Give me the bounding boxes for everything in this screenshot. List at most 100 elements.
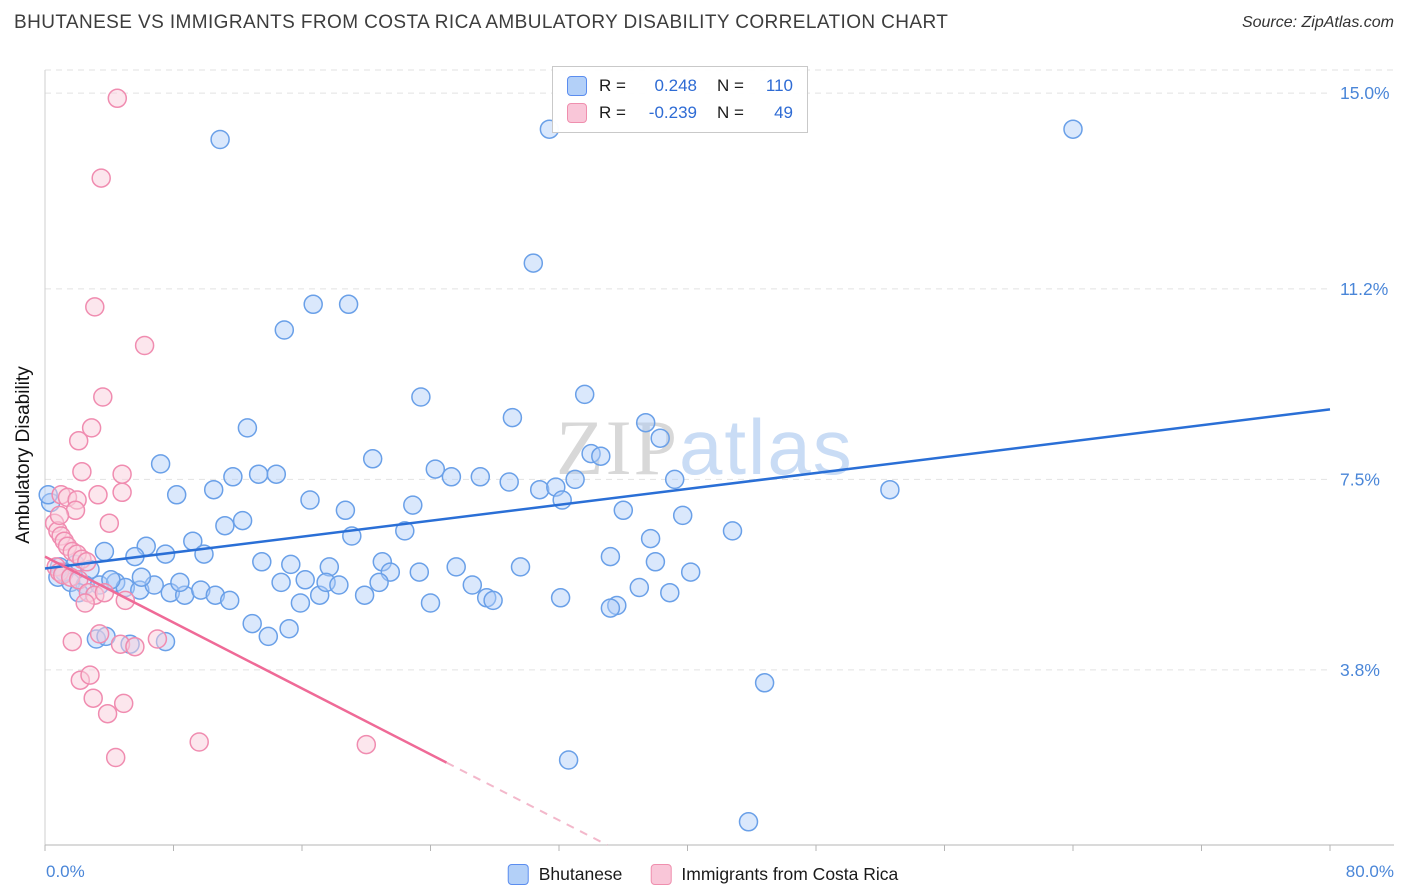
- bhutanese-point[interactable]: [94, 541, 115, 562]
- immigrants-from-costa-rica-point[interactable]: [80, 665, 100, 685]
- immigrants-from-costa-rica-point[interactable]: [62, 631, 83, 652]
- bhutanese-point[interactable]: [558, 750, 579, 770]
- bhutanese-point[interactable]: [295, 570, 315, 590]
- bhutanese-point[interactable]: [395, 521, 415, 541]
- bhutanese-point[interactable]: [672, 505, 693, 526]
- immigrants-from-costa-rica-point[interactable]: [134, 335, 155, 356]
- bhutanese-point[interactable]: [203, 479, 224, 500]
- bhutanese-point[interactable]: [362, 449, 383, 469]
- bhutanese-point[interactable]: [574, 384, 595, 405]
- bhutanese-point[interactable]: [880, 479, 900, 500]
- bhutanese-point[interactable]: [441, 467, 462, 487]
- bhutanese-point[interactable]: [754, 673, 775, 693]
- bhutanese-point[interactable]: [722, 521, 743, 541]
- bhutanese-point[interactable]: [319, 557, 340, 577]
- bhutanese-point[interactable]: [640, 528, 661, 549]
- bhutanese-point[interactable]: [266, 464, 287, 484]
- bhutanese-point[interactable]: [252, 552, 272, 572]
- immigrants-from-costa-rica-point[interactable]: [107, 88, 128, 109]
- bhutanese-point[interactable]: [680, 562, 701, 582]
- bhutanese-point[interactable]: [629, 577, 650, 598]
- bhutanese-point[interactable]: [248, 464, 269, 484]
- bhutanese-point[interactable]: [600, 546, 621, 567]
- bhutanese-point[interactable]: [529, 479, 550, 500]
- bhutanese-point[interactable]: [232, 510, 253, 531]
- bhutanese-point[interactable]: [338, 294, 359, 315]
- bhutanese-point[interactable]: [613, 500, 634, 521]
- immigrants-from-costa-rica-point[interactable]: [65, 500, 86, 521]
- bhutanese-point[interactable]: [329, 575, 349, 595]
- bhutanese-point[interactable]: [600, 598, 621, 618]
- bhutanese-point[interactable]: [650, 428, 670, 448]
- bhutanese-point[interactable]: [258, 626, 279, 647]
- bhutanese-point[interactable]: [150, 454, 171, 474]
- bhutanese-point[interactable]: [483, 590, 503, 611]
- bhutanese-point[interactable]: [290, 593, 311, 613]
- bhutanese-point[interactable]: [170, 572, 190, 593]
- bhutanese-point[interactable]: [591, 446, 611, 466]
- bhutanese-point[interactable]: [303, 294, 323, 315]
- immigrants-from-costa-rica-point[interactable]: [68, 431, 89, 451]
- immigrants-from-costa-rica-point[interactable]: [356, 734, 377, 755]
- immigrants-from-costa-rica-point[interactable]: [91, 168, 111, 188]
- bhutanese-point[interactable]: [462, 575, 483, 595]
- immigrants-from-costa-rica-point[interactable]: [81, 418, 102, 438]
- bhutanese-point[interactable]: [205, 585, 226, 605]
- immigrants-from-costa-rica-point[interactable]: [83, 688, 103, 708]
- bhutanese-point[interactable]: [470, 467, 491, 487]
- bhutanese-point[interactable]: [411, 387, 431, 407]
- bhutanese-point[interactable]: [1063, 119, 1083, 139]
- bhutanese-point[interactable]: [354, 585, 375, 605]
- immigrants-from-costa-rica-point[interactable]: [75, 593, 95, 613]
- bhutanese-point[interactable]: [335, 500, 356, 521]
- immigrants-from-costa-rica-point[interactable]: [49, 505, 70, 526]
- bhutanese-point[interactable]: [279, 618, 299, 639]
- bhutanese-point[interactable]: [738, 812, 759, 832]
- bhutanese-point[interactable]: [281, 554, 301, 575]
- immigrants-from-costa-rica-point[interactable]: [93, 387, 113, 407]
- immigrants-from-costa-rica-point[interactable]: [113, 693, 134, 714]
- bhutanese-point[interactable]: [369, 572, 389, 593]
- bhutanese-point[interactable]: [409, 562, 430, 582]
- bhutanese-point[interactable]: [372, 552, 393, 572]
- bhutanese-point[interactable]: [271, 572, 291, 593]
- bhutanese-point[interactable]: [191, 580, 211, 600]
- bhutanese-point[interactable]: [550, 588, 571, 608]
- immigrants-from-costa-rica-point[interactable]: [85, 297, 105, 317]
- bhutanese-point[interactable]: [403, 495, 423, 515]
- page-title: BHUTANESE VS IMMIGRANTS FROM COSTA RICA …: [14, 12, 949, 33]
- immigrants-from-costa-rica-point[interactable]: [89, 624, 110, 644]
- immigrants-from-costa-rica-point[interactable]: [99, 513, 120, 533]
- immigrants-from-costa-rica-point[interactable]: [112, 482, 132, 503]
- bhutanese-point[interactable]: [660, 582, 680, 603]
- bhutanese-point[interactable]: [510, 557, 531, 577]
- bhutanese-point[interactable]: [502, 407, 523, 428]
- bhutanese-point[interactable]: [425, 459, 446, 479]
- bhutanese-point[interactable]: [635, 412, 656, 433]
- immigrants-from-costa-rica-point[interactable]: [112, 464, 132, 484]
- bhutanese-point[interactable]: [210, 129, 230, 150]
- bhutanese-point[interactable]: [645, 552, 666, 572]
- immigrants-from-costa-rica-point[interactable]: [189, 732, 209, 752]
- bhutanese-point[interactable]: [131, 567, 152, 587]
- bhutanese-point[interactable]: [446, 557, 466, 577]
- bhutanese-point[interactable]: [242, 613, 262, 634]
- bhutanese-point[interactable]: [499, 472, 519, 492]
- bhutanese-point[interactable]: [223, 467, 243, 487]
- bhutanese-point[interactable]: [523, 253, 544, 273]
- bhutanese-point[interactable]: [565, 469, 585, 490]
- bhutanese-point[interactable]: [420, 593, 441, 613]
- immigrants-from-costa-rica-point[interactable]: [97, 703, 118, 724]
- immigrants-from-costa-rica-point[interactable]: [147, 629, 168, 649]
- bhutanese-point[interactable]: [664, 469, 685, 490]
- immigrants-from-costa-rica-point[interactable]: [72, 461, 92, 482]
- bhutanese-point[interactable]: [215, 515, 235, 536]
- bhutanese-point[interactable]: [219, 590, 240, 611]
- immigrants-from-costa-rica-point[interactable]: [105, 747, 126, 768]
- bhutanese-point[interactable]: [237, 418, 258, 438]
- bhutanese-point[interactable]: [274, 320, 295, 340]
- immigrants-from-costa-rica-point[interactable]: [125, 636, 145, 657]
- immigrants-from-costa-rica-point[interactable]: [88, 485, 108, 505]
- bhutanese-point[interactable]: [300, 490, 320, 510]
- bhutanese-point[interactable]: [166, 485, 187, 505]
